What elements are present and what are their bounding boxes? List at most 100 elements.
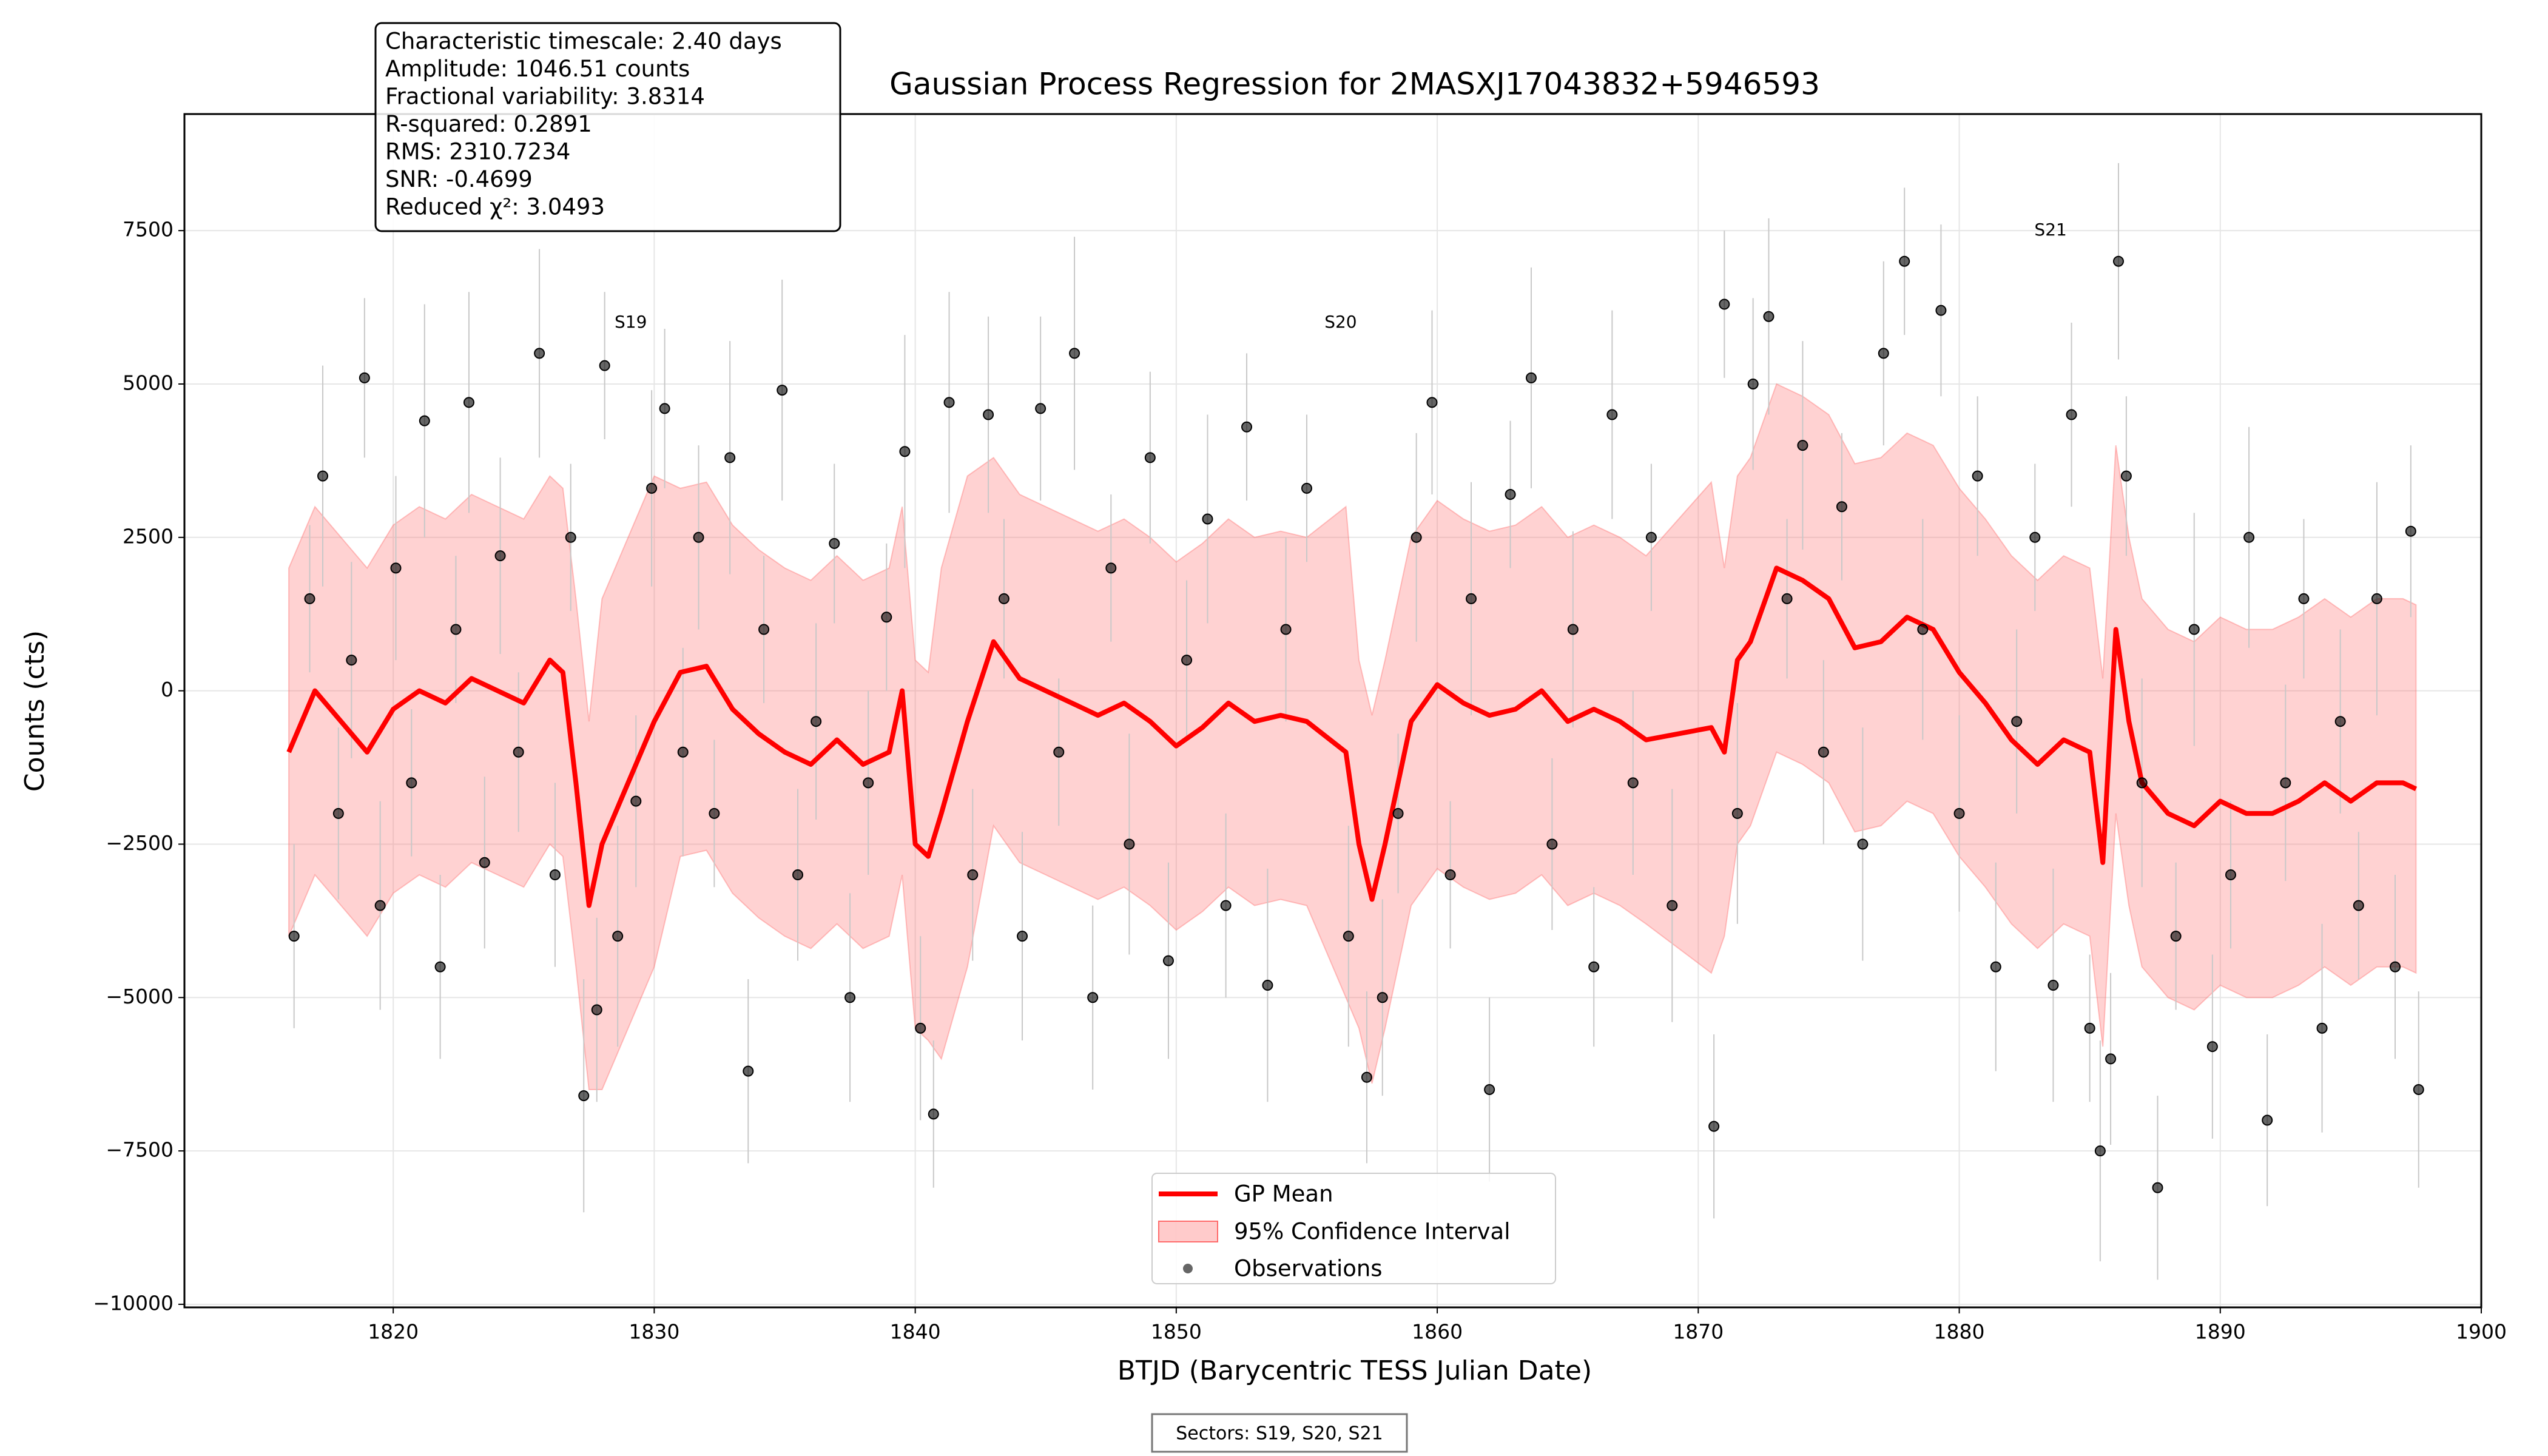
observation-point	[777, 385, 788, 396]
observation-point	[1935, 305, 1947, 316]
observation-point	[1667, 900, 1678, 911]
observation-point	[1990, 961, 2001, 972]
observation-point	[1410, 531, 1422, 543]
y-tick-label: 5000	[123, 371, 174, 394]
x-axis-label: BTJD (Barycentric TESS Julian Date)	[1117, 1355, 1592, 1386]
observation-point	[677, 746, 689, 758]
observation-point	[1392, 807, 1404, 819]
observation-point	[899, 446, 911, 457]
observation-point	[1426, 397, 1438, 408]
observation-point	[2112, 255, 2124, 267]
observation-point	[1484, 1084, 1495, 1095]
stats-frame	[374, 22, 841, 232]
observation-point	[1645, 531, 1657, 543]
y-axis-label: Counts (cts)	[19, 630, 50, 792]
observation-point	[317, 470, 329, 482]
y-tick-label: −5000	[106, 985, 174, 1008]
observation-point	[2371, 593, 2382, 604]
observation-point	[2029, 531, 2041, 543]
x-tick-label: 1890	[2195, 1320, 2246, 1344]
observation-point	[915, 1022, 926, 1034]
observation-point	[1747, 378, 1759, 389]
observation-point	[811, 716, 822, 727]
observation-point	[494, 550, 506, 562]
observation-point	[1017, 931, 1028, 942]
stats-line: RMS: 2310.7234	[385, 139, 570, 165]
observation-point	[1719, 298, 1730, 310]
y-tick-label: 2500	[123, 524, 174, 548]
observation-point	[1878, 348, 1889, 359]
observation-point	[2405, 525, 2416, 537]
x-tick-label: 1900	[2456, 1320, 2507, 1344]
observation-point	[1343, 931, 1354, 942]
observation-point	[998, 593, 1009, 604]
legend-label: Observations	[1234, 1256, 1383, 1282]
observation-point	[434, 961, 446, 972]
y-tick-label: 0	[161, 678, 174, 701]
observation-point	[450, 624, 462, 635]
observation-point	[792, 869, 804, 881]
observation-point	[2120, 470, 2132, 482]
observation-point	[943, 397, 955, 408]
observation-point	[1241, 421, 1253, 433]
observation-point	[1708, 1121, 1720, 1132]
observation-point	[2316, 1022, 2328, 1034]
observation-point	[2188, 624, 2200, 635]
observation-point	[1124, 838, 1135, 850]
observation-point	[829, 538, 840, 549]
confidence-band	[288, 383, 2417, 1090]
observation-point	[1301, 482, 1312, 494]
sector-label: S19	[615, 312, 647, 332]
stats-line: R-squared: 0.2891	[385, 111, 592, 137]
observation-point	[1836, 501, 1847, 513]
observation-point	[1606, 409, 1618, 420]
observation-point	[1280, 624, 1292, 635]
gp-mean-line	[286, 565, 2418, 908]
observation-point	[1818, 746, 1829, 758]
stats-line: SNR: -0.4699	[385, 166, 533, 192]
observation-point	[599, 360, 610, 371]
footer: Sectors: S19, S20, S21	[1176, 1423, 1383, 1444]
sector-label: S20	[1324, 312, 1357, 332]
observation-point	[359, 372, 370, 383]
observation-point	[1377, 992, 1388, 1003]
x-tick-label: 1870	[1673, 1320, 1724, 1344]
y-tick-label: −2500	[106, 831, 174, 855]
y-tick-label: 7500	[123, 218, 174, 241]
observation-point	[630, 795, 642, 807]
legend-marker	[1183, 1264, 1193, 1273]
observation-point	[390, 562, 402, 574]
stats-line: Reduced χ²: 3.0493	[385, 194, 605, 220]
plot-area: S19 S20 S21	[286, 163, 2424, 1280]
observation-point	[1220, 900, 1232, 911]
legend: GP Mean 95% Confidence Interval Observat…	[1151, 1173, 1556, 1284]
observation-point	[304, 593, 315, 604]
footer-box	[1151, 1413, 1408, 1453]
observation-point	[1781, 593, 1793, 604]
legend-frame	[1151, 1173, 1556, 1284]
observation-point	[578, 1090, 590, 1102]
stats-box: Characteristic timescale: 2.40 daysAmpli…	[374, 22, 841, 232]
observation-point	[2066, 409, 2077, 420]
legend-label: 95% Confidence Interval	[1234, 1219, 1511, 1245]
observation-point	[1917, 624, 1929, 635]
observation-point	[1505, 489, 1516, 500]
observation-point	[374, 900, 386, 911]
observation-point	[2105, 1053, 2117, 1065]
observation-point	[1546, 838, 1558, 850]
observation-point	[844, 992, 856, 1003]
observation-point	[1899, 255, 1910, 267]
observation-point	[332, 807, 344, 819]
stats-line: Characteristic timescale: 2.40 days	[385, 29, 782, 55]
observation-point	[881, 612, 892, 623]
observation-point	[983, 409, 994, 420]
observation-point	[2170, 931, 2182, 942]
observation-point	[1035, 403, 1046, 414]
axes: 1820 1830 1840 1850 1860 1870 1880 1890 1900 −100…	[93, 218, 2507, 1344]
observation-point	[2094, 1145, 2106, 1157]
observation-point	[1105, 562, 1117, 574]
observation-point	[2136, 777, 2148, 789]
observation-point	[2011, 716, 2023, 727]
x-tick-label: 1850	[1151, 1320, 1202, 1344]
